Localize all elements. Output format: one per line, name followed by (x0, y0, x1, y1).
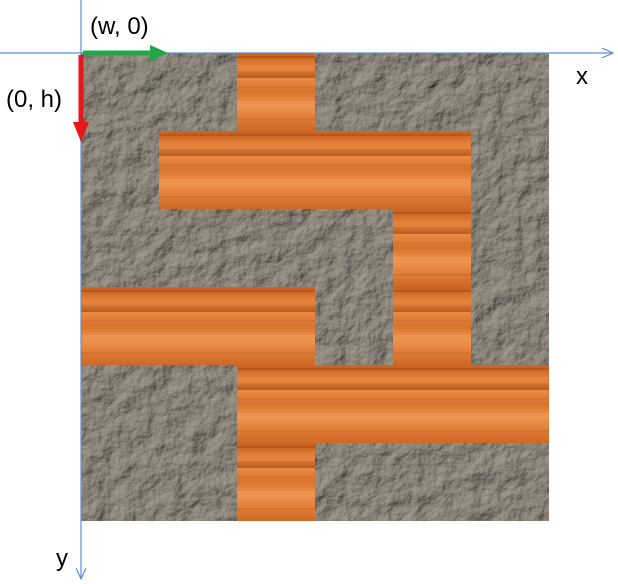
wood-tile (315, 365, 393, 443)
wood-tile (237, 287, 315, 365)
y-axis-label: y (56, 545, 68, 572)
wood-tile (471, 365, 549, 443)
tile-grid (81, 53, 549, 521)
h-vector-arrow (73, 55, 89, 142)
wood-tile (237, 365, 315, 443)
wood-tile (237, 131, 315, 209)
wood-tile (159, 287, 237, 365)
wood-tile (81, 287, 159, 365)
wood-tile (393, 365, 471, 443)
wood-tile (393, 209, 471, 287)
wood-tile (315, 131, 393, 209)
wood-tiles (81, 53, 549, 521)
wood-tile (159, 131, 237, 209)
wood-tile (393, 287, 471, 365)
x-axis-label: x (576, 63, 588, 90)
wood-tile (237, 53, 315, 131)
wood-tile (237, 443, 315, 521)
wood-tile (393, 131, 471, 209)
w-vector-label: (w, 0) (90, 13, 149, 40)
h-vector-label: (0, h) (6, 86, 62, 113)
w-vector-arrow (83, 45, 168, 61)
